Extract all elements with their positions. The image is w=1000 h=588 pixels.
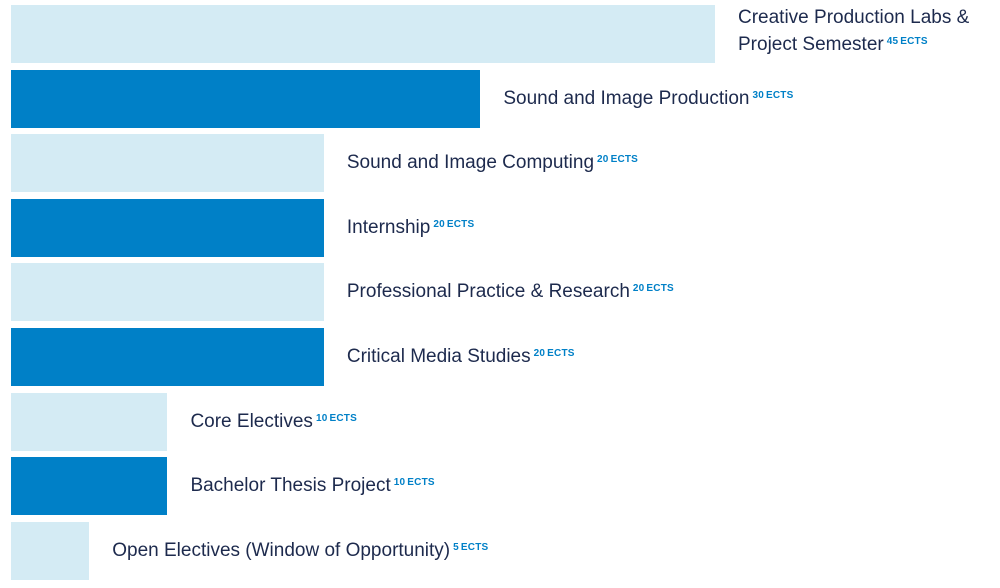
ects-value: 10 ECTS (316, 413, 357, 424)
bar-name: Critical Media Studies (346, 346, 531, 367)
ects-number: 10 (315, 412, 328, 424)
ects-unit: ECTS (460, 541, 489, 553)
bar-1 (11, 5, 715, 63)
bar-name: Internship (346, 216, 431, 238)
bar-8 (11, 457, 168, 516)
bar-name: Sound and Image Computing (346, 152, 595, 174)
ects-unit: ECTS (446, 218, 475, 230)
bar-name: Core Electives (190, 410, 313, 432)
bar-label-8: Bachelor Thesis Project 10 ECTS (190, 472, 434, 499)
ects-value: 20 ECTS (534, 348, 575, 359)
ects-unit: ECTS (329, 412, 357, 424)
ects-value: 20 ECTS (633, 283, 674, 294)
bar-label-6: Critical Media Studies 20 ECTS (347, 343, 575, 370)
bar-name: Creative Production Labs & Project Semes… (738, 7, 970, 55)
bar-label-5: Professional Practice & Research 20 ECTS (347, 278, 674, 305)
ects-number: 45 (886, 36, 899, 47)
ects-number: 20 (632, 283, 645, 295)
bar-6 (11, 328, 324, 386)
bar-label-3: Sound and Image Computing 20 ECTS (347, 149, 638, 176)
bar-9 (11, 521, 90, 580)
bar-label-7: Core Electives 10 ECTS (190, 408, 357, 435)
ects-number: 20 (433, 218, 445, 230)
bar-label-2: Sound and Image Production 30 ECTS (503, 85, 793, 112)
bar-label-1: Creative Production Labs & Project Semes… (738, 4, 986, 58)
bar-name: Open Electives (Window of Opportunity) (112, 539, 451, 561)
bar-name: Sound and Image Production (503, 87, 750, 109)
ects-unit: ECTS (547, 348, 575, 359)
ects-number: 20 (533, 348, 546, 359)
bar-2 (11, 69, 481, 128)
ects-unit: ECTS (610, 154, 639, 166)
ects-number: 10 (393, 477, 406, 489)
ects-number: 30 (752, 89, 764, 101)
bar-label-4: Internship 20 ECTS (347, 214, 474, 241)
ects-value: 30 ECTS (752, 90, 793, 101)
ects-unit: ECTS (900, 36, 928, 47)
bar-5 (11, 263, 324, 322)
ects-number: 5 (453, 541, 459, 553)
bar-3 (11, 134, 324, 193)
ects-value: 20 ECTS (433, 219, 474, 230)
ects-value: 20 ECTS (597, 154, 638, 165)
ects-number: 20 (597, 154, 609, 166)
bar-7 (11, 392, 168, 451)
ects-value: 10 ECTS (394, 477, 435, 488)
bar-name: Professional Practice & Research (346, 281, 630, 303)
bar-4 (11, 198, 324, 257)
ects-value: 5 ECTS (453, 542, 488, 553)
ects-unit: ECTS (646, 283, 674, 295)
ects-unit: ECTS (765, 89, 794, 101)
bar-name: Bachelor Thesis Project (190, 475, 391, 497)
ects-unit: ECTS (407, 477, 435, 489)
bar-label-9: Open Electives (Window of Opportunity) 5 E… (112, 537, 488, 564)
ects-value: 45 ECTS (887, 36, 928, 47)
